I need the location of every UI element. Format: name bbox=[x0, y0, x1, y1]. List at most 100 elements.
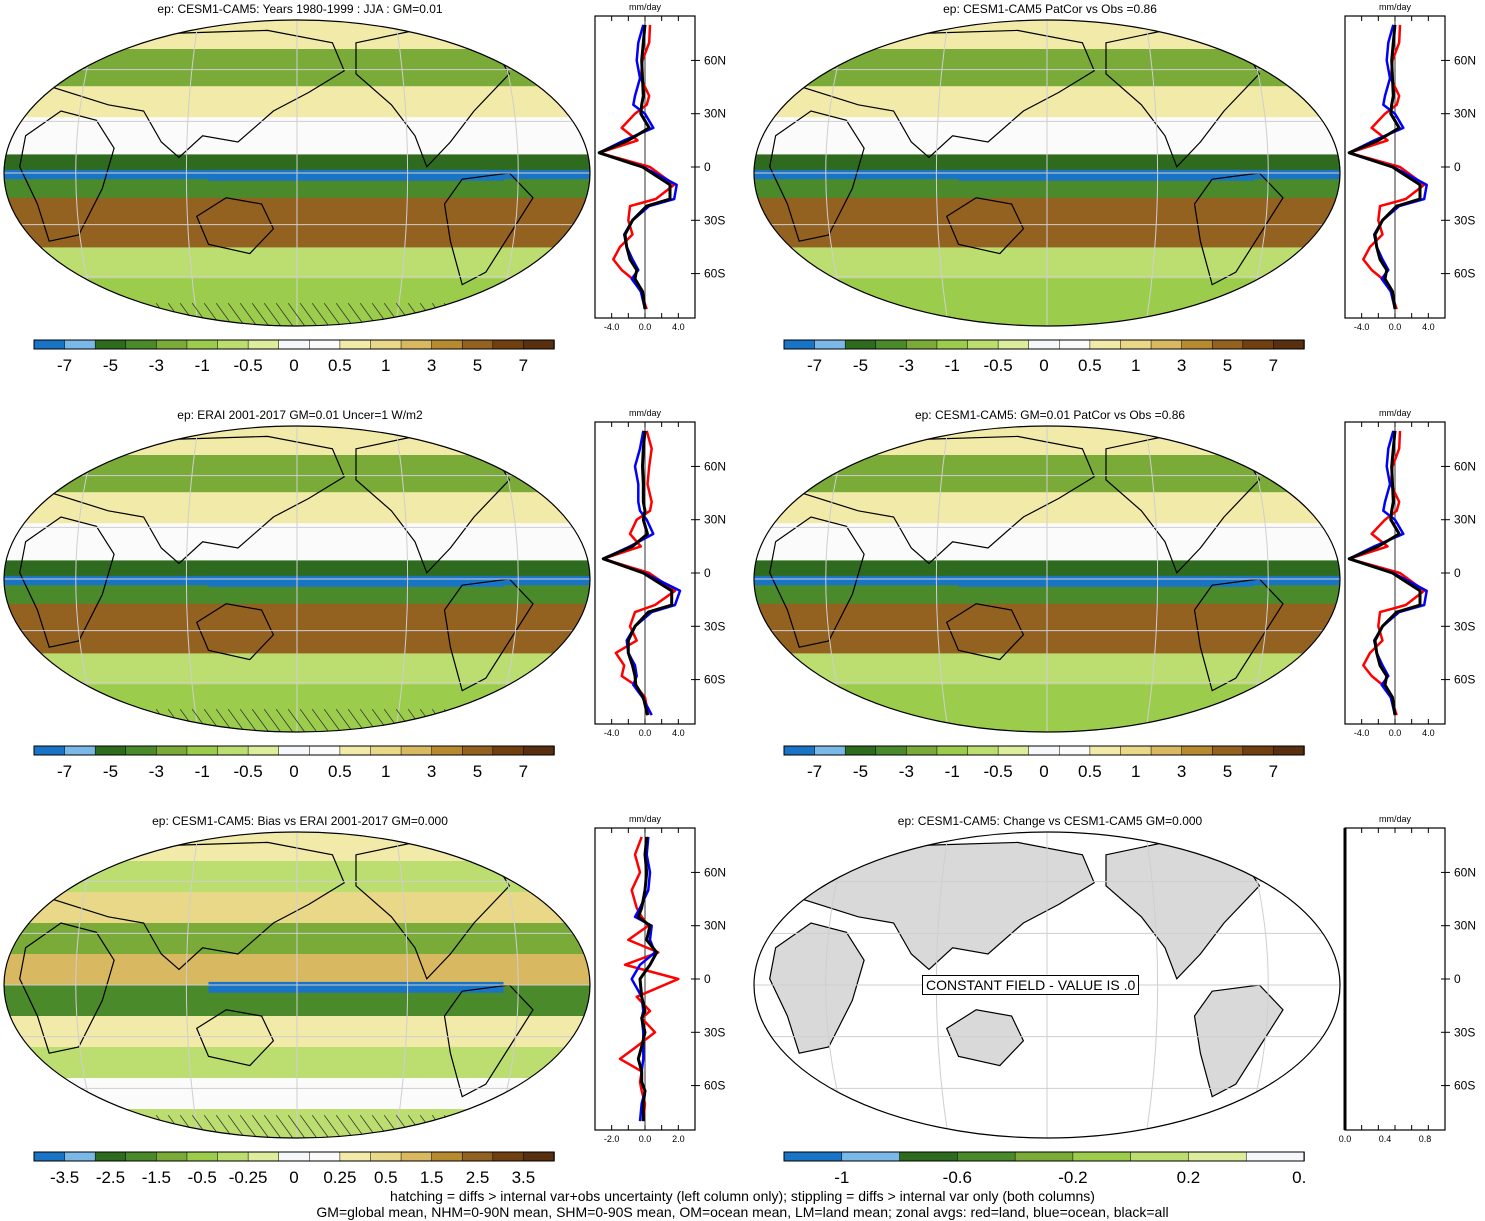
colorbar-swatch bbox=[156, 745, 188, 756]
colorbar-swatch bbox=[1072, 1151, 1132, 1162]
continent-outline bbox=[1193, 984, 1284, 1098]
colorbar-swatch bbox=[936, 745, 969, 756]
colorbar-swatch bbox=[309, 339, 341, 350]
zonal-series-all bbox=[1347, 24, 1422, 310]
map-svg bbox=[3, 425, 591, 733]
hatch-line bbox=[263, 708, 283, 732]
colorbar-label: 3 bbox=[427, 762, 436, 781]
colorbar-panel: -7 -5 -3 -1 -0.5 0 0.5 1 3 5 7 bbox=[26, 338, 556, 383]
colorbar-label: 0.5 bbox=[1078, 356, 1102, 375]
map-border bbox=[3, 425, 591, 733]
colorbar: -7 -5 -3 -1 -0.5 0 0.5 1 3 5 7 bbox=[33, 339, 555, 375]
colorbar-swatch bbox=[844, 745, 877, 756]
colorbar-label: 0.2 bbox=[1177, 1168, 1201, 1187]
colorbar-swatch bbox=[370, 745, 402, 756]
colorbar-label: -1 bbox=[195, 356, 210, 375]
colorbar-swatch bbox=[156, 339, 188, 350]
colorbar-label: 1.5 bbox=[420, 1168, 444, 1187]
zonal-series-all bbox=[636, 836, 659, 1122]
colorbar-label: 0.5 bbox=[1078, 762, 1102, 781]
colorbar-swatch bbox=[247, 745, 280, 756]
hatch-line bbox=[443, 302, 463, 326]
colorbar-swatch bbox=[125, 339, 158, 350]
colorbar-swatch bbox=[1150, 339, 1183, 350]
zonal-xtick-label: 0.0 bbox=[639, 1134, 652, 1142]
colorbar-swatch bbox=[1150, 745, 1183, 756]
zonal-xtick-label: 4.0 bbox=[672, 728, 685, 736]
panel-title: ep: CESM1-CAM5: GM=0.01 PatCor vs Obs =0… bbox=[914, 408, 1186, 422]
map-panel bbox=[752, 18, 1342, 328]
lat-tick-label: 30S bbox=[704, 619, 725, 633]
hatch-line bbox=[443, 708, 463, 732]
zonal-xtick-label: -4.0 bbox=[1354, 322, 1370, 330]
zonal-series-ocean bbox=[1347, 24, 1428, 310]
hatch-line bbox=[299, 708, 319, 732]
colorbar-swatch bbox=[1181, 339, 1213, 350]
lat-tick-label: 0 bbox=[1454, 972, 1461, 986]
colorbar-label: -0.2 bbox=[1058, 1168, 1087, 1187]
colorbar-swatch bbox=[186, 745, 219, 756]
colorbar-label: 3.5 bbox=[512, 1168, 536, 1187]
map-border bbox=[753, 831, 1341, 1139]
colorbar-label: -0.5 bbox=[983, 762, 1012, 781]
hatch-line bbox=[107, 302, 127, 326]
colorbar-label: -7 bbox=[807, 762, 822, 781]
lat-tick-label: 60N bbox=[704, 53, 726, 67]
colorbar-swatch bbox=[1120, 339, 1152, 350]
colorbar-swatch bbox=[997, 339, 1030, 350]
colorbar-swatch bbox=[1059, 339, 1091, 350]
lat-tick-label: 30S bbox=[1454, 619, 1475, 633]
hatch-line bbox=[263, 302, 283, 326]
colorbar-label: 5 bbox=[1223, 356, 1232, 375]
colorbar-label: 3 bbox=[427, 356, 436, 375]
colorbar-swatch bbox=[492, 745, 525, 756]
zonal-average-panel: mm/day 60N 30N 0 30S 60S -4.0 0.0 4.0 bbox=[585, 0, 735, 335]
colorbar-frame bbox=[783, 745, 1305, 756]
hatch-line bbox=[119, 302, 139, 326]
colorbar: -7 -5 -3 -1 -0.5 0 0.5 1 3 5 7 bbox=[783, 745, 1305, 781]
colorbar-swatch bbox=[278, 745, 311, 756]
colorbar-swatch bbox=[64, 1151, 96, 1162]
zonal-plot: mm/day 60N 30N 0 30S 60S -2.0 0.0 2.0 bbox=[594, 814, 726, 1144]
colorbar-swatch bbox=[967, 745, 999, 756]
colorbar-frame bbox=[783, 339, 1305, 350]
hatch-line bbox=[479, 1114, 499, 1138]
continent-outline bbox=[1193, 578, 1284, 692]
colorbar-swatch bbox=[94, 339, 127, 350]
colorbar-swatch bbox=[936, 339, 969, 350]
colorbar-swatch bbox=[967, 339, 999, 350]
colorbar-swatch bbox=[247, 339, 280, 350]
colorbar-label: 3 bbox=[1177, 356, 1186, 375]
hatch-line bbox=[311, 708, 331, 732]
colorbar-swatch bbox=[492, 339, 525, 350]
hatch-line bbox=[311, 1114, 331, 1138]
zonal-plot: mm/day 60N 30N 0 30S 60S -4.0 0.0 4.0 bbox=[594, 2, 726, 332]
zonal-xtick-label: 0.0 bbox=[639, 728, 652, 736]
zonal-unit-label: mm/day bbox=[629, 814, 662, 824]
graticule-lon bbox=[185, 832, 200, 1138]
colorbar: -1 -0.6 -0.2 0.2 0.6 bbox=[783, 1151, 1316, 1187]
graticule-lon bbox=[394, 426, 409, 732]
colorbar-swatch bbox=[997, 745, 1030, 756]
colorbar-swatch bbox=[523, 745, 555, 756]
footer-line-1: hatching = diffs > internal var+obs unce… bbox=[390, 1188, 1095, 1204]
colorbar-swatch bbox=[33, 1151, 66, 1162]
lat-tick-label: 60N bbox=[1454, 865, 1476, 879]
colorbar-label: -0.5 bbox=[233, 762, 262, 781]
graticule-lon bbox=[1144, 20, 1159, 326]
colorbar-swatch bbox=[370, 339, 402, 350]
continent-outline bbox=[195, 197, 275, 255]
hatch-line bbox=[431, 708, 451, 732]
hatch-line bbox=[107, 1114, 127, 1138]
zonal-series-all bbox=[1347, 430, 1422, 716]
colorbar-frame bbox=[33, 1151, 555, 1162]
colorbar-label: 1 bbox=[381, 762, 390, 781]
zonal-series-ocean bbox=[1347, 430, 1428, 716]
hatch-line bbox=[275, 708, 295, 732]
zonal-average-panel: mm/day 60N 30N 0 30S 60S 0.0 0.4 0.8 bbox=[1335, 812, 1485, 1147]
colorbar-swatch bbox=[875, 745, 908, 756]
colorbar-swatch bbox=[186, 339, 219, 350]
colorbar-swatch bbox=[309, 1151, 341, 1162]
continent-outline bbox=[443, 172, 534, 286]
colorbar-swatch bbox=[64, 339, 96, 350]
